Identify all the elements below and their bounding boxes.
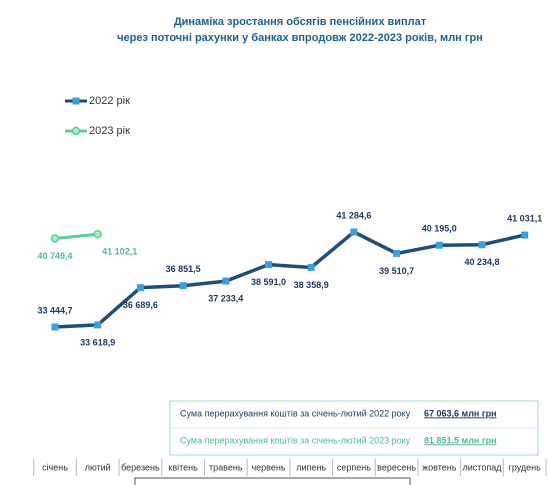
x-tick-label: листопад bbox=[463, 462, 503, 472]
marker bbox=[478, 241, 486, 249]
data-label: 38 591,0 bbox=[251, 277, 286, 287]
data-label: 41 102,1 bbox=[102, 247, 137, 257]
marker bbox=[93, 229, 102, 239]
data-label: 36 851,5 bbox=[166, 264, 201, 274]
chart-title: через поточні рахунки у банках впродовж … bbox=[117, 32, 483, 44]
series-line bbox=[54, 230, 526, 329]
annotation-value: 81 851,5 млн грн bbox=[424, 435, 497, 445]
data-label: 36 689,6 bbox=[123, 300, 158, 310]
x-tick-label: липень bbox=[296, 462, 326, 472]
annotation-value: 67 063,6 млн грн bbox=[424, 408, 497, 418]
data-label: 38 358,9 bbox=[294, 280, 329, 290]
x-tick-label: жовтень bbox=[422, 462, 457, 472]
data-label: 41 284,6 bbox=[336, 210, 371, 220]
marker bbox=[393, 249, 401, 257]
chart-title: Динаміка зростання обсягів пенсійних вип… bbox=[174, 16, 427, 28]
legend-marker bbox=[72, 97, 80, 105]
x-tick-label: лютий bbox=[85, 462, 111, 472]
x-tick-label: вересень bbox=[377, 462, 416, 472]
x-tick-label: грудень bbox=[509, 462, 542, 472]
series-line bbox=[54, 232, 98, 240]
data-label: 33 618,9 bbox=[80, 337, 115, 347]
marker bbox=[350, 228, 358, 236]
data-label: 40 749,4 bbox=[37, 251, 72, 261]
data-label: 40 195,0 bbox=[422, 224, 457, 234]
data-label: 40 234,8 bbox=[464, 257, 499, 267]
x-tick-label: серпень bbox=[337, 462, 371, 472]
marker bbox=[179, 282, 187, 290]
marker bbox=[94, 321, 102, 329]
legend-label: 2022 рік bbox=[89, 95, 130, 107]
marker bbox=[307, 263, 315, 271]
data-label: 37 233,4 bbox=[208, 293, 243, 303]
marker bbox=[265, 261, 272, 269]
marker bbox=[222, 277, 230, 285]
data-label: 39 510,7 bbox=[379, 266, 414, 276]
marker bbox=[50, 234, 60, 243]
data-label: 33 444,7 bbox=[37, 305, 72, 315]
marker bbox=[521, 231, 529, 239]
x-tick-label: січень bbox=[42, 462, 68, 472]
annotation-text: Сума перерахування коштів за січень-люти… bbox=[180, 408, 411, 418]
frame bbox=[134, 477, 411, 485]
x-tick-label: травень bbox=[209, 462, 243, 472]
x-tick-label: квітень bbox=[168, 462, 198, 472]
annotation-text: Сума перерахування коштів за січень-люти… bbox=[180, 435, 411, 445]
marker bbox=[136, 284, 144, 292]
data-label: 41 031,1 bbox=[507, 213, 542, 223]
marker bbox=[435, 241, 443, 249]
marker bbox=[51, 323, 59, 331]
legend-label: 2023 рік bbox=[89, 125, 130, 137]
legend-marker bbox=[71, 126, 81, 136]
x-tick-label: червень bbox=[251, 462, 285, 472]
x-tick-label: березень bbox=[121, 462, 160, 472]
